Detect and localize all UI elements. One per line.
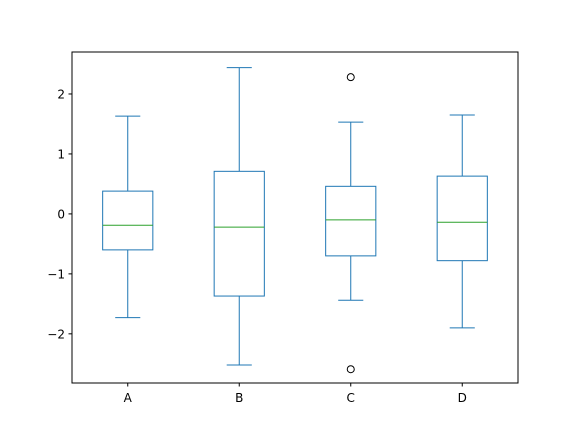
- axes-ticks: A B C D −2 −1 0 1 2: [47, 87, 467, 405]
- box-B: [213, 170, 265, 297]
- y-tick-label-1: −1: [47, 267, 65, 281]
- x-tick-label-D: D: [458, 391, 467, 405]
- box-group-A: [102, 115, 154, 319]
- x-tick-label-A: A: [124, 391, 133, 405]
- outlier-point-C-0: [346, 73, 355, 82]
- outlier-point-C-1: [346, 365, 355, 374]
- x-tick-label-C: C: [347, 391, 355, 405]
- box-C: [325, 185, 377, 257]
- box-group-B: [213, 67, 265, 366]
- x-tick-label-B: B: [235, 391, 243, 405]
- box-group-C: [325, 73, 377, 374]
- box-A: [102, 190, 154, 251]
- box-group-D: [436, 114, 488, 329]
- box-D: [436, 175, 488, 262]
- plot-area: [102, 67, 488, 374]
- y-tick-label-4: 2: [57, 87, 65, 101]
- y-tick-label-2: 0: [57, 207, 65, 221]
- y-tick-label-3: 1: [57, 147, 65, 161]
- y-tick-label-0: −2: [47, 327, 65, 341]
- axes-frame: [71, 51, 519, 384]
